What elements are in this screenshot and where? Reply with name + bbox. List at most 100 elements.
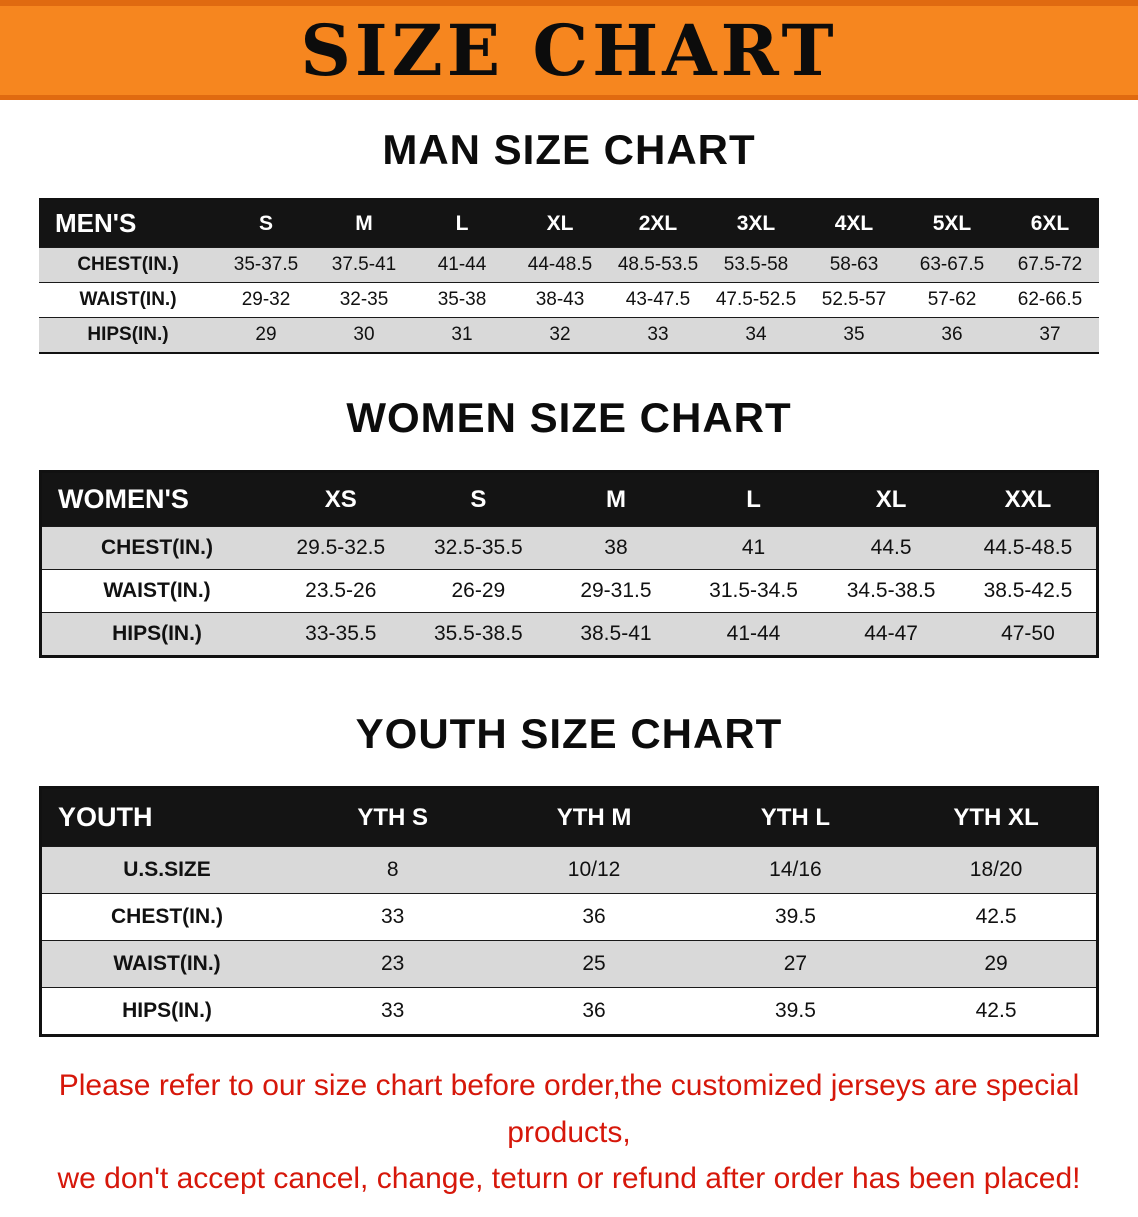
- table-title-cell: MEN'S: [55, 208, 137, 238]
- disclaimer: Please refer to our size chart before or…: [0, 1063, 1138, 1217]
- header-row: WOMEN'S XS S M L XL XXL: [40, 471, 1098, 527]
- disclaimer-line-2: we don't accept cancel, change, teturn o…: [57, 1162, 1081, 1195]
- value-cell: 44.5-48.5: [983, 536, 1073, 559]
- value-cell: 34: [745, 324, 767, 345]
- table-row: U.S.SIZE 8 10/12 14/16 18/20: [40, 846, 1098, 894]
- table-row: CHEST(IN.) 33 36 39.5 42.5: [40, 893, 1098, 941]
- value-cell: 42.5: [975, 905, 1017, 928]
- value-cell: 32.5-35.5: [433, 536, 523, 559]
- value-cell: 41-44: [726, 622, 781, 645]
- value-cell: 33: [647, 324, 669, 345]
- value-cell: 44.5: [870, 536, 912, 559]
- row-label-cell: HIPS(IN.): [112, 622, 202, 645]
- size-header-cell: M: [605, 485, 626, 513]
- size-header-cell: S: [258, 211, 273, 235]
- value-cell: 32: [549, 324, 571, 345]
- size-header-cell: M: [355, 211, 373, 235]
- value-cell: 29: [255, 324, 277, 345]
- value-cell: 35-38: [437, 289, 487, 310]
- value-cell: 41-44: [437, 254, 487, 275]
- table-row: HIPS(IN.) 33-35.5 35.5-38.5 38.5-41 41-44 44-…: [40, 612, 1098, 657]
- value-cell: 29-31.5: [580, 579, 652, 602]
- size-header-cell: XL: [875, 485, 907, 513]
- value-cell: 29: [984, 952, 1008, 975]
- value-cell: 41: [741, 536, 766, 559]
- value-cell: 14/16: [769, 858, 822, 881]
- value-cell: 18/20: [969, 858, 1023, 881]
- women-size-table: WOMEN'S XS S M L XL XXL CHEST(IN.) 29.5-32.5 32.5…: [39, 470, 1099, 658]
- row-label-cell: HIPS(IN.): [87, 324, 169, 345]
- men-size-chart-heading: MAN SIZE CHART: [382, 126, 756, 173]
- value-cell: 39.5: [775, 905, 816, 928]
- table-title-cell: WOMEN'S: [58, 484, 189, 514]
- youth-size-table: YOUTH YTH S YTH M YTH L YTH XL U.S.SIZE 8 10/12…: [39, 786, 1099, 1037]
- value-cell: 36: [941, 324, 963, 345]
- value-cell: 62-66.5: [1017, 289, 1083, 310]
- value-cell: 63-67.5: [919, 254, 985, 275]
- value-cell: 48.5-53.5: [617, 254, 699, 275]
- value-cell: 58-63: [829, 254, 879, 275]
- row-label-cell: U.S.SIZE: [123, 858, 211, 881]
- size-header-cell: L: [746, 485, 761, 513]
- row-label-cell: WAIST(IN.): [79, 289, 177, 310]
- value-cell: 35.5-38.5: [433, 622, 523, 645]
- row-label-cell: CHEST(IN.): [101, 536, 213, 559]
- size-header-cell: L: [455, 211, 469, 235]
- table-row: HIPS(IN.) 29 30 31 32 33 34 35 36 37: [39, 317, 1099, 353]
- value-cell: 29.5-32.5: [296, 536, 386, 559]
- value-cell: 37.5-41: [331, 254, 397, 275]
- value-cell: 23: [381, 952, 405, 975]
- value-cell: 31.5-34.5: [709, 579, 798, 602]
- table-row: WAIST(IN.) 23.5-26 26-29 29-31.5 31.5-34.5 34…: [40, 569, 1098, 613]
- value-cell: 43-47.5: [625, 289, 691, 310]
- size-header-cell: XXL: [1004, 485, 1052, 513]
- size-header-cell: S: [470, 485, 487, 513]
- table-row: CHEST(IN.) 29.5-32.5 32.5-35.5 38 41 44.5 44.5…: [40, 526, 1098, 570]
- value-cell: 29-32: [241, 289, 291, 310]
- men-size-table: MEN'S S M L XL 2XL 3XL 4XL 5XL 6XL CHEST(IN.) 35-37…: [39, 198, 1099, 354]
- value-cell: 34.5-38.5: [846, 579, 936, 602]
- value-cell: 25: [582, 952, 606, 975]
- size-header-cell: 4XL: [834, 211, 874, 235]
- row-label-cell: HIPS(IN.): [122, 999, 212, 1022]
- value-cell: 35-37.5: [233, 254, 299, 275]
- table-title-cell: YOUTH: [58, 802, 153, 832]
- value-cell: 38.5-42.5: [983, 579, 1073, 602]
- value-cell: 10/12: [567, 858, 621, 881]
- value-cell: 36: [582, 905, 606, 928]
- value-cell: 26-29: [451, 579, 506, 602]
- table-row: HIPS(IN.) 33 36 39.5 42.5: [40, 987, 1098, 1036]
- row-label-cell: CHEST(IN.): [111, 905, 223, 928]
- value-cell: 35: [843, 324, 865, 345]
- value-cell: 38-43: [535, 289, 585, 310]
- size-header-cell: 6XL: [1030, 211, 1070, 235]
- size-header-cell: YTH M: [556, 803, 632, 831]
- value-cell: 44-47: [864, 622, 918, 645]
- value-cell: 38.5-41: [580, 622, 652, 645]
- men-size-section: MAN SIZE CHART MEN'S S M L XL 2XL 3XL 4XL 5XL 6XL…: [0, 126, 1138, 354]
- disclaimer-line-1: Please refer to our size chart before or…: [58, 1069, 1080, 1149]
- value-cell: 23.5-26: [305, 579, 377, 602]
- youth-size-chart-heading: YOUTH SIZE CHART: [355, 710, 783, 757]
- value-cell: 36: [582, 999, 606, 1022]
- table-row: WAIST(IN.) 23 25 27 29: [40, 940, 1098, 988]
- value-cell: 37: [1039, 324, 1061, 345]
- row-label-cell: CHEST(IN.): [77, 254, 179, 275]
- value-cell: 8: [386, 858, 399, 881]
- value-cell: 39.5: [775, 999, 816, 1022]
- value-cell: 32-35: [339, 289, 389, 310]
- value-cell: 47.5-52.5: [715, 289, 797, 310]
- page-title: SIZE CHART: [300, 8, 838, 92]
- row-label-cell: WAIST(IN.): [103, 579, 211, 602]
- size-header-cell: 3XL: [736, 211, 776, 235]
- size-header-cell: YTH L: [760, 803, 831, 831]
- women-size-section: WOMEN SIZE CHART WOMEN'S XS S M L XL XXL CHEST(…: [0, 394, 1138, 658]
- value-cell: 57-62: [927, 289, 977, 310]
- value-cell: 44-48.5: [527, 254, 593, 275]
- size-header-cell: YTH XL: [953, 803, 1039, 831]
- value-cell: 42.5: [975, 999, 1017, 1022]
- value-cell: 31: [451, 324, 473, 345]
- table-row: CHEST(IN.) 35-37.5 37.5-41 41-44 44-48.5 48.5…: [39, 247, 1099, 283]
- size-header-cell: XS: [324, 485, 357, 513]
- value-cell: 47-50: [1001, 622, 1055, 645]
